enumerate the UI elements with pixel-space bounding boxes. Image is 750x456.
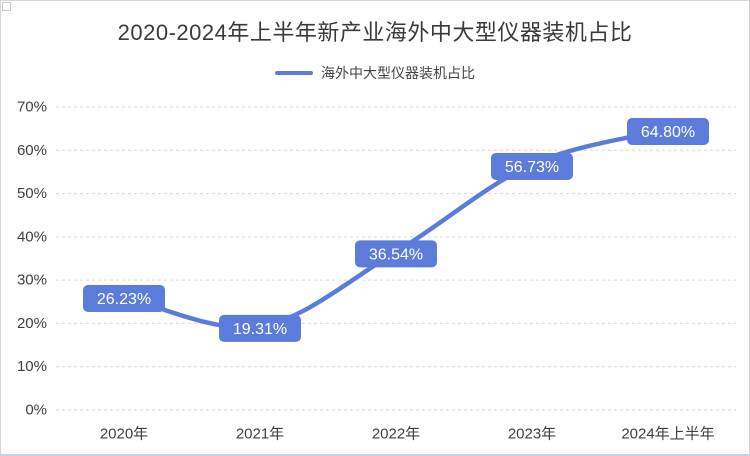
x-category-label: 2024年上半年 xyxy=(621,426,714,443)
x-category-label: 2020年 xyxy=(100,426,148,443)
data-label: 56.73% xyxy=(505,159,559,176)
legend-line-swatch xyxy=(275,71,313,75)
data-label-box xyxy=(219,314,301,342)
legend: 海外中大型仪器装机占比 xyxy=(1,63,749,83)
y-tick-label: 50% xyxy=(17,185,47,202)
legend-label: 海外中大型仪器装机占比 xyxy=(321,65,475,81)
x-category-label: 2023年 xyxy=(508,426,556,443)
y-tick-label: 20% xyxy=(17,315,47,332)
data-label: 64.80% xyxy=(641,124,695,141)
y-tick-label: 40% xyxy=(17,228,47,245)
data-label: 26.23% xyxy=(97,291,151,308)
corner-selection-mark xyxy=(2,2,11,11)
data-label: 19.31% xyxy=(233,321,287,338)
y-tick-label: 70% xyxy=(17,99,47,116)
y-tick-label: 60% xyxy=(17,142,47,159)
x-category-label: 2021年 xyxy=(236,426,284,443)
chart-title: 2020-2024年上半年新产业海外中大型仪器装机占比 xyxy=(117,20,633,45)
y-tick-label: 0% xyxy=(25,402,47,419)
x-category-label: 2022年 xyxy=(372,426,420,443)
y-tick-label: 10% xyxy=(17,358,47,375)
data-label-box xyxy=(355,240,437,268)
data-label-box xyxy=(491,152,573,180)
series-line xyxy=(121,127,671,330)
data-label: 36.54% xyxy=(369,246,423,263)
y-tick-label: 30% xyxy=(17,272,47,289)
data-label-box xyxy=(83,284,165,312)
data-label-box xyxy=(627,118,709,146)
